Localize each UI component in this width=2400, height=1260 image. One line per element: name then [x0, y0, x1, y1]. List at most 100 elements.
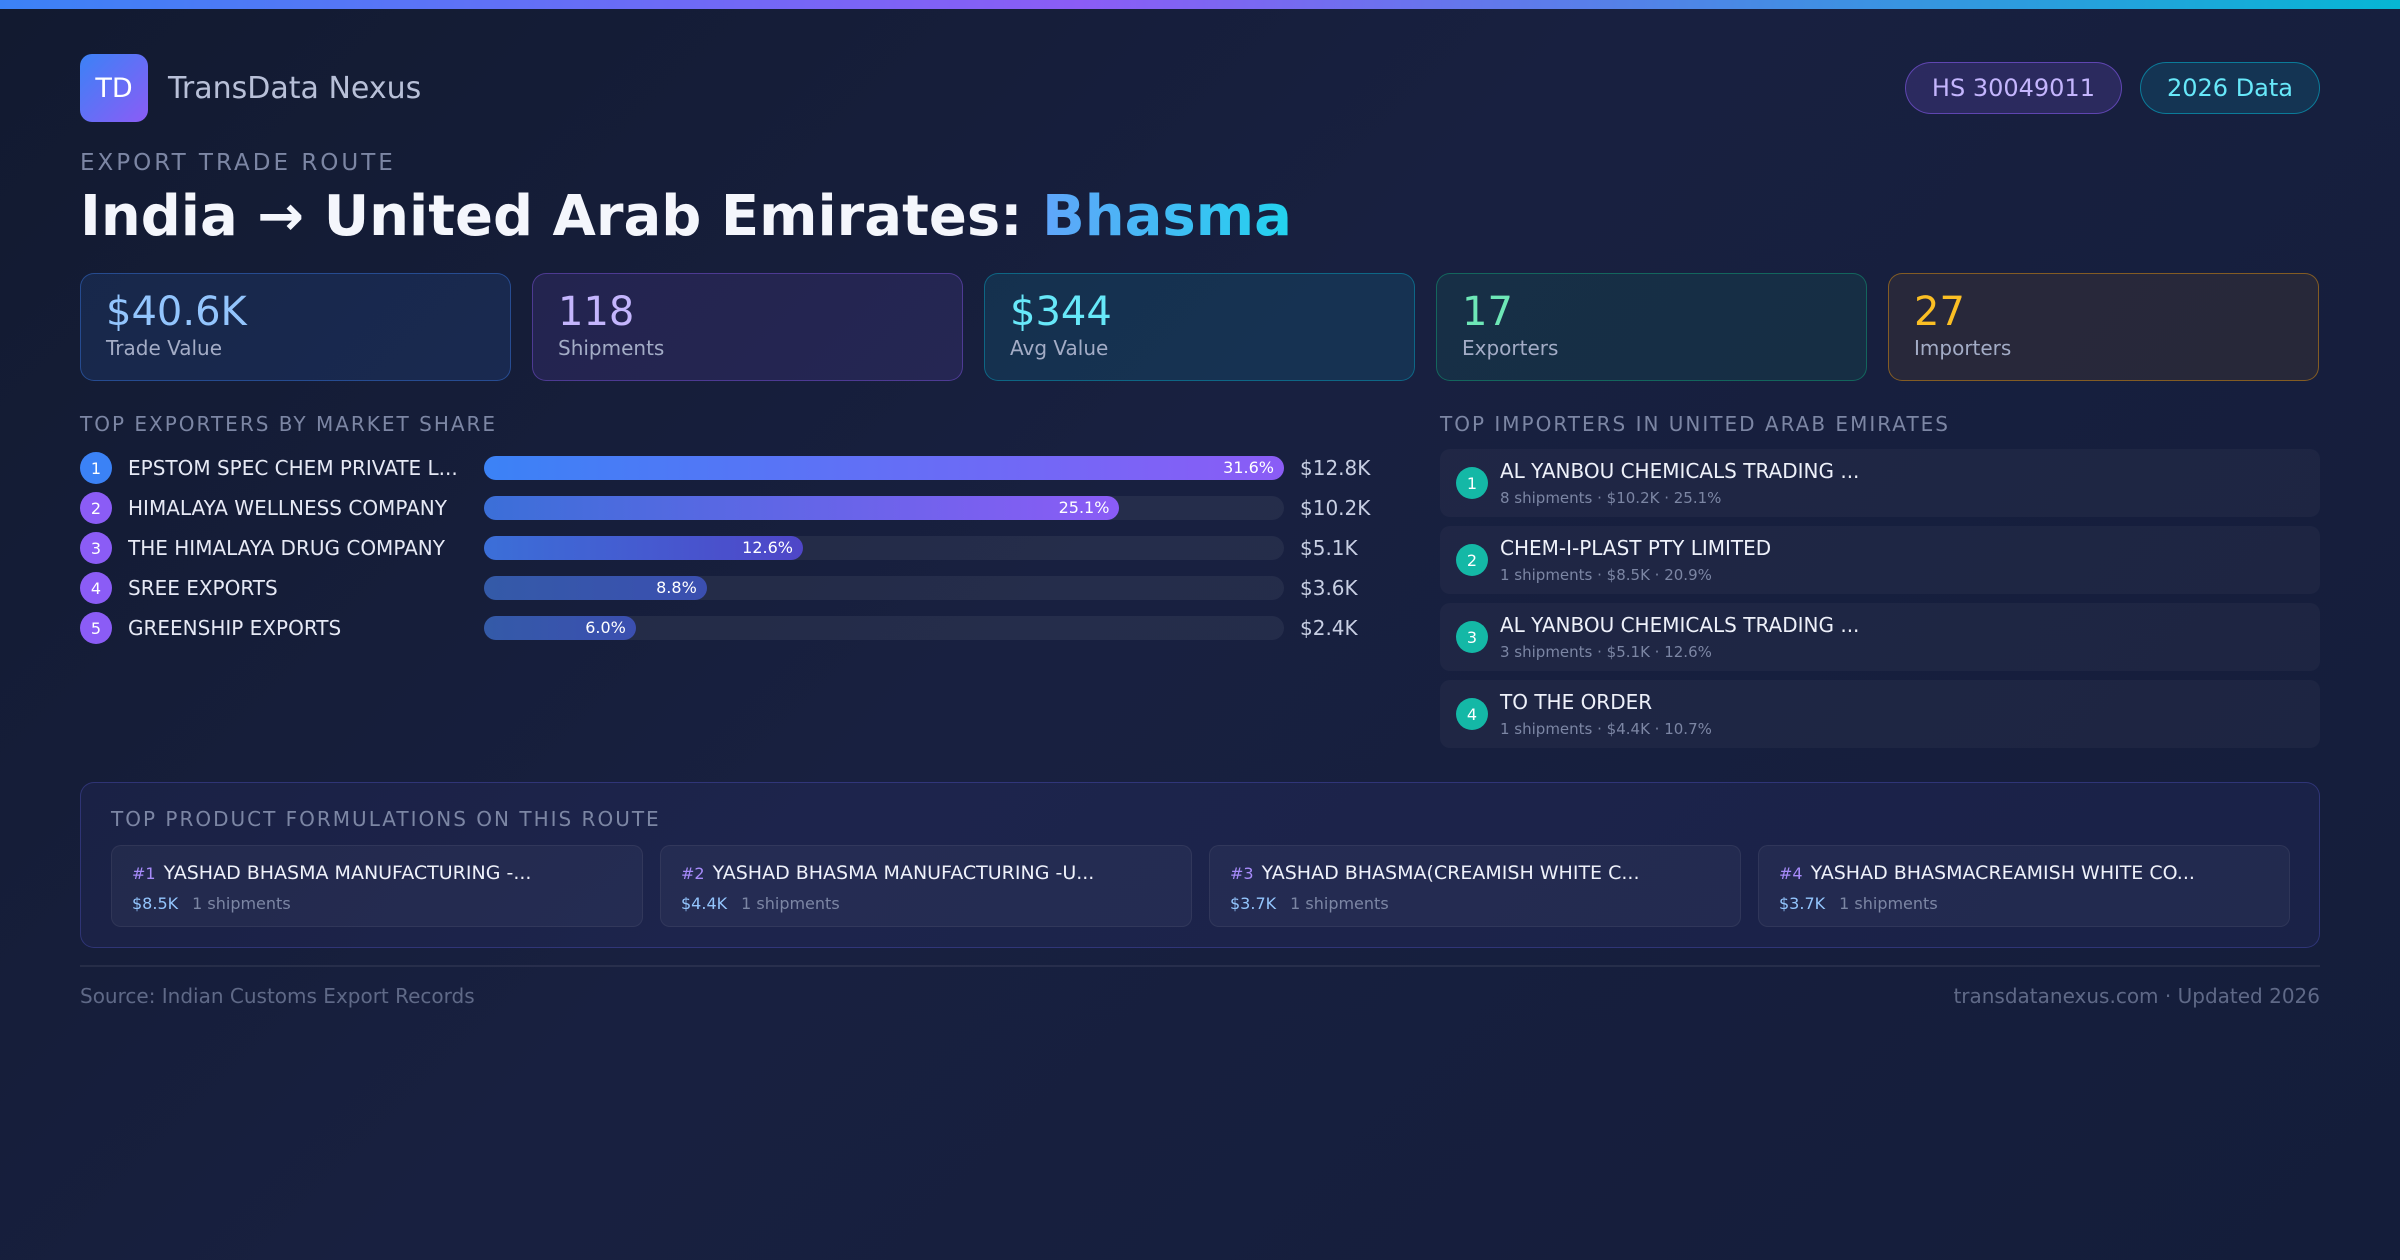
- formulation-value: $3.7K: [1230, 894, 1277, 913]
- importer-rank-badge: 3: [1456, 621, 1488, 653]
- top-exporters-section: TOP EXPORTERS BY MARKET SHARE 1 EPSTOM S…: [80, 412, 1370, 644]
- formulation-title: #2 YASHAD BHASMA MANUFACTURING -U...: [681, 862, 1094, 884]
- exporter-value: $3.6K: [1300, 576, 1358, 600]
- stat-card-trade-value: $40.6K Trade Value: [80, 273, 511, 381]
- share-bar-track: 6.0%: [484, 616, 1284, 640]
- exporter-rank-badge: 2: [80, 492, 112, 524]
- stat-label: Avg Value: [1010, 336, 1109, 360]
- share-bar-track: 25.1%: [484, 496, 1284, 520]
- exporter-row[interactable]: 3 THE HIMALAYA DRUG COMPANY 12.6% $5.1K: [80, 532, 1370, 564]
- stat-card-exporters: 17 Exporters: [1436, 273, 1867, 381]
- share-bar-track: 8.8%: [484, 576, 1284, 600]
- importer-name: AL YANBOU CHEMICALS TRADING ...: [1500, 459, 1860, 483]
- stat-value: 17: [1462, 289, 1513, 335]
- site-link[interactable]: transdatanexus.com · Updated 2026: [1953, 984, 2320, 1008]
- importer-card[interactable]: 1 AL YANBOU CHEMICALS TRADING ... 8 ship…: [1440, 449, 2320, 517]
- stat-value: 27: [1914, 289, 1965, 335]
- stat-value: $344: [1010, 289, 1112, 335]
- share-percent: 25.1%: [1058, 498, 1110, 517]
- exporter-rank-badge: 1: [80, 452, 112, 484]
- stat-label: Exporters: [1462, 336, 1559, 360]
- formulation-meta: $3.7K 1 shipments: [1230, 894, 1389, 913]
- stat-card-shipments: 118 Shipments: [532, 273, 963, 381]
- hs-code-badge: HS 30049011: [1904, 62, 2122, 114]
- share-bar-fill: 12.6%: [484, 536, 803, 560]
- exporter-name: SREE EXPORTS: [128, 576, 278, 600]
- share-percent: 31.6%: [1223, 458, 1274, 477]
- share-percent: 12.6%: [742, 538, 793, 557]
- importer-meta: 3 shipments · $5.1K · 12.6%: [1500, 643, 1712, 661]
- stat-cards: $40.6K Trade Value 118 Shipments $344 Av…: [80, 273, 2320, 381]
- formulation-title: #3 YASHAD BHASMA(CREAMISH WHITE C...: [1230, 862, 1640, 884]
- top-accent-bar: [0, 0, 2400, 9]
- exporter-name: EPSTOM SPEC CHEM PRIVATE L...: [128, 456, 458, 480]
- exporter-rank-badge: 5: [80, 612, 112, 644]
- formulation-value: $3.7K: [1779, 894, 1826, 913]
- importer-card[interactable]: 3 AL YANBOU CHEMICALS TRADING ... 3 ship…: [1440, 603, 2320, 671]
- page-title: India → United Arab Emirates: Bhasma: [80, 184, 1292, 249]
- formulation-name: YASHAD BHASMACREAMISH WHITE CO...: [1810, 862, 2195, 884]
- source-note: Source: Indian Customs Export Records: [80, 984, 475, 1008]
- exporter-value: $12.8K: [1300, 456, 1371, 480]
- formulation-card[interactable]: #4 YASHAD BHASMACREAMISH WHITE CO... $3.7…: [1758, 845, 2290, 927]
- exporter-row[interactable]: 5 GREENSHIP EXPORTS 6.0% $2.4K: [80, 612, 1370, 644]
- share-percent: 8.8%: [656, 578, 697, 597]
- share-bar-fill: 8.8%: [484, 576, 707, 600]
- importer-meta: 1 shipments · $4.4K · 10.7%: [1500, 720, 1712, 738]
- formulation-rank: #4: [1779, 864, 1803, 883]
- exporter-name: GREENSHIP EXPORTS: [128, 616, 342, 640]
- title-product: Bhasma: [1042, 184, 1292, 249]
- formulation-rank: #1: [132, 864, 156, 883]
- formulation-shipments: 1 shipments: [1290, 894, 1389, 913]
- formulation-shipments: 1 shipments: [1839, 894, 1938, 913]
- importers-heading: TOP IMPORTERS IN UNITED ARAB EMIRATES: [1440, 412, 1950, 436]
- exporter-value: $2.4K: [1300, 616, 1358, 640]
- share-bar-fill: 25.1%: [484, 496, 1120, 520]
- share-bar-track: 31.6%: [484, 456, 1284, 480]
- formulation-title: #4 YASHAD BHASMACREAMISH WHITE CO...: [1779, 862, 2195, 884]
- footer-divider: [80, 965, 2320, 967]
- stat-label: Shipments: [558, 336, 665, 360]
- importer-name: TO THE ORDER: [1500, 690, 1653, 714]
- formulation-name: YASHAD BHASMA(CREAMISH WHITE C...: [1261, 862, 1640, 884]
- exporter-row[interactable]: 2 HIMALAYA WELLNESS COMPANY 25.1% $10.2K: [80, 492, 1370, 524]
- formulation-card[interactable]: #3 YASHAD BHASMA(CREAMISH WHITE C... $3.7…: [1209, 845, 1741, 927]
- formulation-meta: $3.7K 1 shipments: [1779, 894, 1938, 913]
- formulation-rank: #2: [681, 864, 705, 883]
- formulation-card[interactable]: #2 YASHAD BHASMA MANUFACTURING -U... $4.4…: [660, 845, 1192, 927]
- exporter-value: $10.2K: [1300, 496, 1371, 520]
- formulation-value: $8.5K: [132, 894, 179, 913]
- importer-card[interactable]: 4 TO THE ORDER 1 shipments · $4.4K · 10.…: [1440, 680, 2320, 748]
- brand[interactable]: TD TransData Nexus: [80, 54, 421, 122]
- formulation-card[interactable]: #1 YASHAD BHASMA MANUFACTURING -... $8.5K…: [111, 845, 643, 927]
- page-eyebrow: EXPORT TRADE ROUTE: [80, 150, 396, 176]
- importer-name: CHEM-I-PLAST PTY LIMITED: [1500, 536, 1772, 560]
- stat-value: 118: [558, 289, 635, 335]
- importer-rank-badge: 4: [1456, 698, 1488, 730]
- importer-name: AL YANBOU CHEMICALS TRADING ...: [1500, 613, 1860, 637]
- exporter-value: $5.1K: [1300, 536, 1358, 560]
- importer-card[interactable]: 2 CHEM-I-PLAST PTY LIMITED 1 shipments ·…: [1440, 526, 2320, 594]
- importer-rank-badge: 2: [1456, 544, 1488, 576]
- top-formulations-panel: TOP PRODUCT FORMULATIONS ON THIS ROUTE #…: [80, 782, 2320, 948]
- formulations-heading: TOP PRODUCT FORMULATIONS ON THIS ROUTE: [111, 807, 661, 831]
- formulation-shipments: 1 shipments: [192, 894, 291, 913]
- importer-meta: 8 shipments · $10.2K · 25.1%: [1500, 489, 1722, 507]
- formulation-name: YASHAD BHASMA MANUFACTURING -...: [163, 862, 532, 884]
- share-bar-fill: 6.0%: [484, 616, 636, 640]
- top-importers-section: TOP IMPORTERS IN UNITED ARAB EMIRATES 1 …: [1440, 412, 2320, 738]
- stat-label: Importers: [1914, 336, 2012, 360]
- formulation-title: #1 YASHAD BHASMA MANUFACTURING -...: [132, 862, 531, 884]
- brand-logo: TD: [80, 54, 148, 122]
- share-bar-fill: 31.6%: [484, 456, 1284, 480]
- brand-name: TransData Nexus: [168, 70, 422, 106]
- stat-card-importers: 27 Importers: [1888, 273, 2319, 381]
- exporter-rank-badge: 4: [80, 572, 112, 604]
- share-percent: 6.0%: [585, 618, 626, 637]
- exporter-row[interactable]: 1 EPSTOM SPEC CHEM PRIVATE L... 31.6% $1…: [80, 452, 1370, 484]
- exporters-heading: TOP EXPORTERS BY MARKET SHARE: [80, 412, 498, 436]
- formulation-meta: $4.4K 1 shipments: [681, 894, 840, 913]
- exporter-row[interactable]: 4 SREE EXPORTS 8.8% $3.6K: [80, 572, 1370, 604]
- exporter-name: HIMALAYA WELLNESS COMPANY: [128, 496, 447, 520]
- formulation-shipments: 1 shipments: [741, 894, 840, 913]
